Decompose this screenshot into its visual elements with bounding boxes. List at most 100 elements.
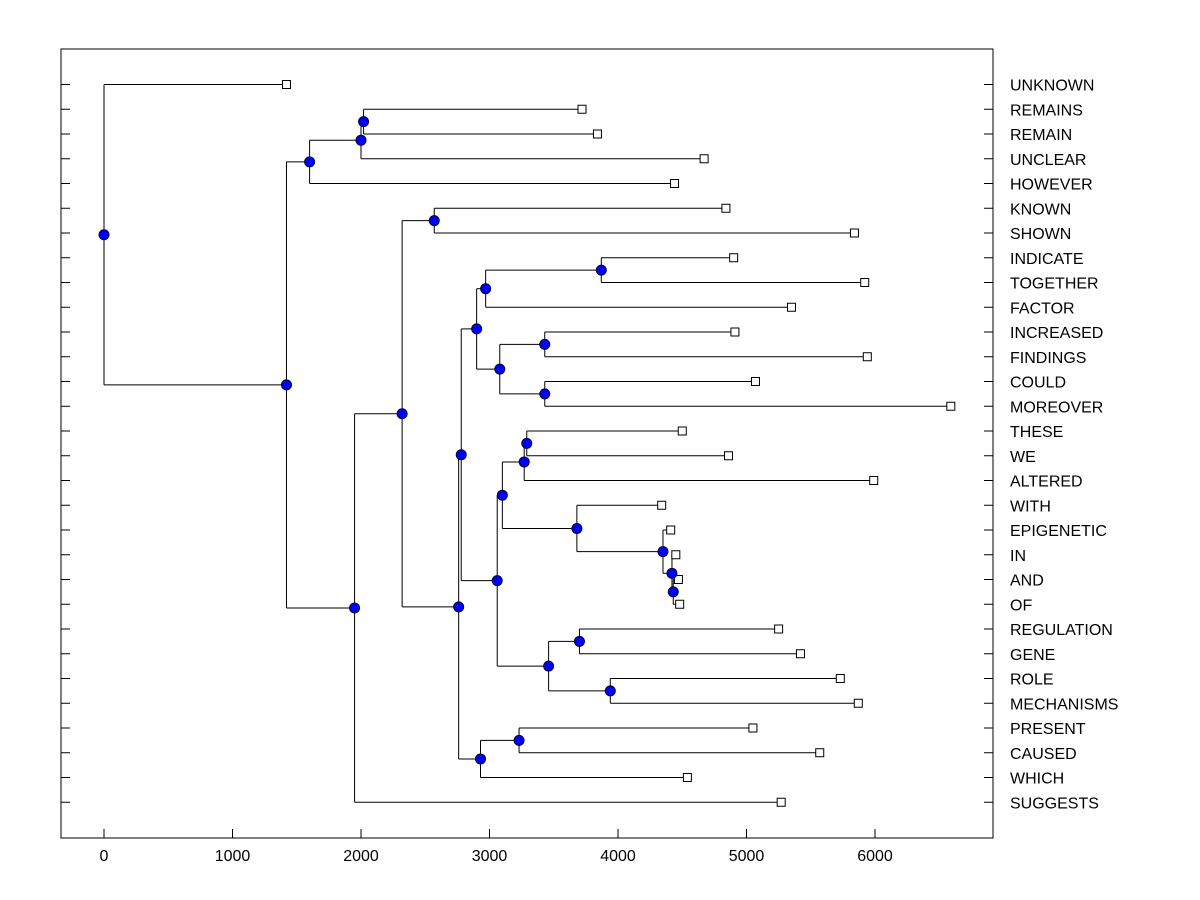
merge-node (604, 685, 616, 697)
leaf-label: GENE (1010, 647, 1055, 664)
leaf-marker (721, 203, 731, 213)
leaf-marker (657, 500, 667, 510)
leaf-marker (682, 773, 692, 782)
x-tick-label: 4000 (600, 848, 636, 865)
merge-node (666, 567, 678, 579)
leaf-marker (673, 575, 683, 584)
merge-node (453, 601, 465, 613)
leaf-label: UNKNOWN (1010, 78, 1094, 95)
leaf-label: REMAIN (1010, 127, 1072, 144)
leaf-marker (281, 80, 291, 89)
leaf-marker (786, 302, 796, 312)
merge-node (539, 388, 551, 400)
leaf-marker (946, 401, 956, 411)
leaf-label: WITH (1010, 498, 1051, 515)
merge-node (280, 379, 292, 391)
leaf-label: WHICH (1010, 771, 1064, 788)
merge-node (98, 229, 110, 241)
leaf-label: IN (1010, 548, 1026, 565)
leaf-marker (671, 550, 681, 560)
leaf-marker (862, 352, 872, 362)
merge-node (543, 660, 555, 672)
leaf-label: INDICATE (1010, 251, 1083, 268)
leaf-label: TOGETHER (1010, 276, 1099, 293)
x-tick-label: 5000 (729, 848, 765, 865)
leaf-markers (281, 80, 956, 807)
leaf-label: SUGGESTS (1010, 795, 1099, 812)
x-tick-label: 3000 (472, 848, 508, 865)
leaf-label: CAUSED (1010, 746, 1077, 763)
leaf-label: INCREASED (1010, 325, 1103, 342)
merge-nodes (98, 116, 679, 765)
merge-node (539, 338, 551, 350)
leaf-label: ROLE (1010, 672, 1054, 689)
leaf-label: ALTERED (1010, 474, 1083, 491)
leaf-label: KNOWN (1010, 201, 1071, 218)
merge-node (496, 489, 508, 501)
leaf-marker (577, 104, 587, 114)
leaf-label: MECHANISMS (1010, 696, 1118, 713)
merge-node (521, 437, 533, 449)
x-tick-label: 2000 (343, 848, 379, 865)
leaf-label: SHOWN (1010, 226, 1071, 243)
x-tick-label: 0 (100, 848, 109, 865)
merge-node (475, 753, 487, 765)
merge-node (657, 546, 669, 558)
leaf-marker (860, 278, 870, 287)
leaf-marker (774, 624, 784, 634)
leaf-label: OF (1010, 597, 1032, 614)
x-axis: 0 1000 2000 3000 4000 5000 6000 (100, 829, 893, 865)
merge-node (396, 408, 408, 420)
merge-node (573, 635, 585, 647)
x-tick-label: 6000 (857, 848, 893, 865)
leaf-label: THESE (1010, 424, 1063, 441)
leaf-label: FINDINGS (1010, 350, 1086, 367)
merge-node (480, 283, 492, 295)
leaf-marker (675, 599, 685, 609)
leaf-label: AND (1010, 573, 1044, 590)
leaf-marker (849, 228, 859, 238)
leaf-marker (835, 674, 845, 683)
leaf-label: HOWEVER (1010, 177, 1093, 194)
leaf-marker (666, 525, 676, 535)
leaf-marker (750, 377, 760, 386)
leaf-label: UNCLEAR (1010, 152, 1086, 169)
leaf-label: COULD (1010, 375, 1066, 392)
leaf-marker (670, 179, 680, 188)
leaf-marker (869, 476, 879, 485)
leaf-marker (699, 154, 709, 164)
leaf-marker (815, 748, 825, 758)
leaf-marker (729, 253, 739, 263)
leaf-label: EPIGENETIC (1010, 523, 1107, 540)
leaf-label: PRESENT (1010, 721, 1086, 738)
merge-node (304, 156, 316, 168)
merge-node (513, 734, 525, 746)
leaf-labels: UNKNOWN REMAINS REMAIN UNCLEAR HOWEVER KNOWN S… (1010, 78, 1118, 813)
merge-node (355, 134, 367, 146)
merge-node (471, 323, 483, 335)
merge-node (595, 264, 607, 276)
leaf-marker (724, 451, 734, 461)
leaf-marker (853, 698, 863, 708)
leaf-marker (748, 723, 758, 733)
leaf-label: REGULATION (1010, 622, 1113, 639)
x-tick-label: 1000 (215, 848, 251, 865)
merge-node (428, 215, 440, 227)
leaf-marker (776, 797, 786, 807)
merge-node (571, 522, 583, 534)
leaf-label: FACTOR (1010, 300, 1075, 317)
merge-node (667, 586, 679, 598)
merge-node (455, 449, 467, 461)
leaf-marker (730, 327, 740, 337)
merge-node (349, 602, 361, 614)
leaf-label: WE (1010, 449, 1036, 466)
y-axis-ticks (61, 84, 993, 803)
merge-node (494, 363, 506, 375)
leaf-label: MOREOVER (1010, 399, 1103, 416)
merge-node (491, 575, 503, 587)
merge-node (358, 116, 370, 128)
leaf-marker (795, 649, 805, 659)
leaf-label: REMAINS (1010, 102, 1083, 119)
leaf-marker (677, 426, 687, 436)
